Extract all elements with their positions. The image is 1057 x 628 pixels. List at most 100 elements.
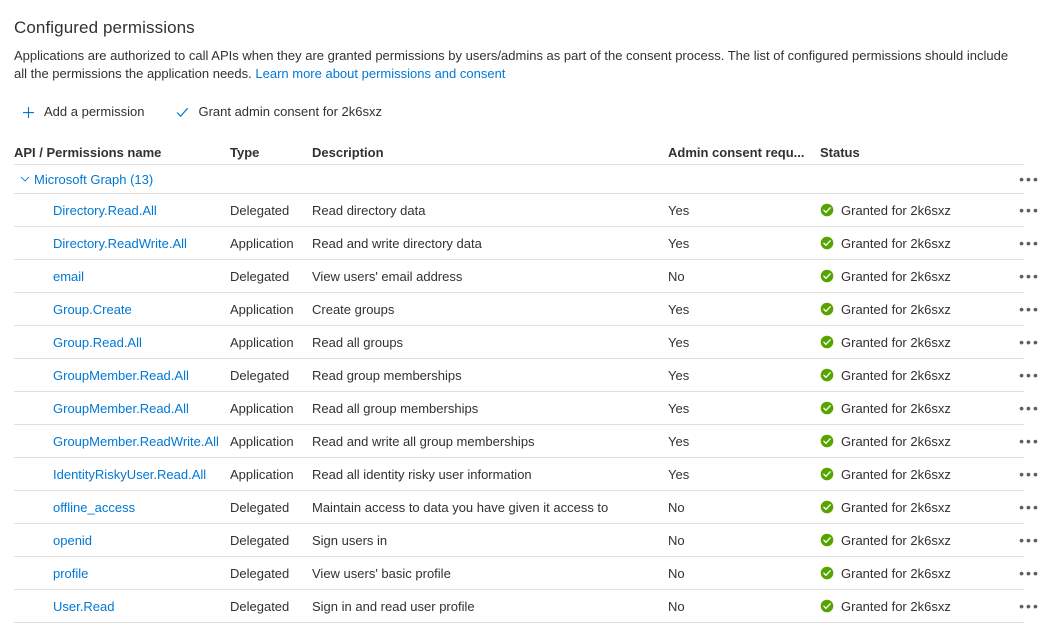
permission-status-label: Granted for 2k6sxz — [841, 334, 951, 350]
table-row[interactable]: profile Delegated View users' basic prof… — [0, 557, 1057, 589]
permission-type: Delegated — [230, 532, 290, 548]
permission-type: Application — [230, 466, 294, 482]
more-options-icon[interactable]: ••• — [1019, 400, 1040, 416]
permission-name-link[interactable]: GroupMember.ReadWrite.All — [53, 433, 219, 449]
permission-description: Read all group memberships — [312, 400, 479, 416]
more-options-icon[interactable]: ••• — [1019, 334, 1040, 350]
more-options-icon[interactable]: ••• — [1019, 466, 1040, 482]
permission-status-label: Granted for 2k6sxz — [841, 499, 951, 515]
more-options-icon[interactable]: ••• — [1019, 202, 1040, 218]
permission-admin-consent: No — [668, 598, 685, 614]
permission-name-link[interactable]: openid — [53, 532, 93, 548]
table-row[interactable]: openid Delegated Sign users in No Grante… — [0, 524, 1057, 556]
more-options-icon[interactable]: ••• — [1019, 433, 1040, 449]
permission-admin-consent: Yes — [668, 235, 690, 251]
more-options-icon[interactable]: ••• — [1019, 171, 1040, 187]
permission-description: Read all identity risky user information — [312, 466, 532, 482]
grant-admin-consent-label: Grant admin consent for 2k6sxz — [198, 104, 382, 119]
permission-admin-consent: Yes — [668, 202, 690, 218]
group-label-microsoft-graph[interactable]: Microsoft Graph (13) — [34, 171, 154, 187]
row-divider — [14, 391, 1024, 392]
row-divider — [14, 193, 1024, 194]
permission-name-link[interactable]: Group.Create — [53, 301, 132, 317]
permission-type: Delegated — [230, 565, 290, 581]
column-header-name: API / Permissions name — [14, 144, 162, 160]
add-permission-label: Add a permission — [44, 104, 145, 119]
permission-type: Delegated — [230, 367, 290, 383]
permission-admin-consent: No — [668, 565, 685, 581]
granted-check-icon — [820, 335, 834, 349]
permissions-table: API / Permissions name Type Description … — [0, 138, 1057, 623]
more-options-icon[interactable]: ••• — [1019, 367, 1040, 383]
more-options-icon[interactable]: ••• — [1019, 235, 1040, 251]
permission-status-label: Granted for 2k6sxz — [841, 235, 951, 251]
table-row[interactable]: GroupMember.Read.All Application Read al… — [0, 392, 1057, 424]
granted-check-icon — [820, 401, 834, 415]
permission-name-link[interactable]: GroupMember.Read.All — [53, 367, 189, 383]
permission-status-label: Granted for 2k6sxz — [841, 367, 951, 383]
grant-admin-consent-button[interactable]: Grant admin consent for 2k6sxz — [170, 100, 386, 124]
page-description-text: Applications are authorized to call APIs… — [14, 48, 1009, 81]
permission-admin-consent: Yes — [668, 367, 690, 383]
permission-name-link[interactable]: Directory.Read.All — [53, 202, 157, 218]
permission-name-link[interactable]: GroupMember.Read.All — [53, 400, 189, 416]
permission-status-label: Granted for 2k6sxz — [841, 433, 951, 449]
table-row[interactable]: Group.Read.All Application Read all grou… — [0, 326, 1057, 358]
column-header-type: Type — [230, 144, 260, 160]
table-row[interactable]: GroupMember.ReadWrite.All Application Re… — [0, 425, 1057, 457]
permission-admin-consent: No — [668, 268, 685, 284]
granted-check-icon — [820, 566, 834, 580]
more-options-icon[interactable]: ••• — [1019, 565, 1040, 581]
permission-status-label: Granted for 2k6sxz — [841, 301, 951, 317]
more-options-icon[interactable]: ••• — [1019, 598, 1040, 614]
table-row[interactable]: offline_access Delegated Maintain access… — [0, 491, 1057, 523]
permission-status-label: Granted for 2k6sxz — [841, 400, 951, 416]
permission-admin-consent: Yes — [668, 301, 690, 317]
table-group-row-microsoft-graph[interactable]: Microsoft Graph (13) ••• — [0, 165, 1057, 193]
permission-description: Read directory data — [312, 202, 426, 218]
permission-name-link[interactable]: IdentityRiskyUser.Read.All — [53, 466, 207, 482]
permission-status-label: Granted for 2k6sxz — [841, 532, 951, 548]
table-row[interactable]: User.Read Delegated Sign in and read use… — [0, 590, 1057, 622]
row-divider — [14, 358, 1024, 359]
permission-admin-consent: Yes — [668, 466, 690, 482]
add-permission-button[interactable]: Add a permission — [16, 100, 148, 124]
table-row[interactable]: Group.Create Application Create groups Y… — [0, 293, 1057, 325]
table-row[interactable]: IdentityRiskyUser.Read.All Application R… — [0, 458, 1057, 490]
column-header-description: Description — [312, 144, 384, 160]
chevron-down-icon[interactable] — [18, 172, 32, 186]
page-description: Applications are authorized to call APIs… — [0, 38, 1057, 83]
learn-more-link[interactable]: Learn more about permissions and consent — [255, 66, 506, 81]
permission-description: Maintain access to data you have given i… — [312, 499, 609, 515]
permission-name-link[interactable]: offline_access — [53, 499, 136, 515]
permission-type: Application — [230, 334, 294, 350]
permission-description: Read and write directory data — [312, 235, 482, 251]
table-row[interactable]: GroupMember.Read.All Delegated Read grou… — [0, 359, 1057, 391]
permission-name-link[interactable]: Group.Read.All — [53, 334, 142, 350]
column-header-status: Status — [820, 144, 860, 160]
permission-description: View users' email address — [312, 268, 463, 284]
more-options-icon[interactable]: ••• — [1019, 301, 1040, 317]
permission-admin-consent: Yes — [668, 433, 690, 449]
permission-status-label: Granted for 2k6sxz — [841, 565, 951, 581]
row-divider — [14, 325, 1024, 326]
row-divider — [14, 589, 1024, 590]
permission-name-link[interactable]: profile — [53, 565, 89, 581]
table-row[interactable]: Directory.Read.All Delegated Read direct… — [0, 194, 1057, 226]
table-row[interactable]: email Delegated View users' email addres… — [0, 260, 1057, 292]
permission-name-link[interactable]: email — [53, 268, 85, 284]
granted-check-icon — [820, 269, 834, 283]
permission-name-link[interactable]: Directory.ReadWrite.All — [53, 235, 187, 251]
header-divider — [14, 164, 1024, 165]
granted-check-icon — [820, 434, 834, 448]
permission-admin-consent: Yes — [668, 400, 690, 416]
permission-name-link[interactable]: User.Read — [53, 598, 115, 614]
more-options-icon[interactable]: ••• — [1019, 268, 1040, 284]
more-options-icon[interactable]: ••• — [1019, 499, 1040, 515]
table-row[interactable]: Directory.ReadWrite.All Application Read… — [0, 227, 1057, 259]
more-options-icon[interactable]: ••• — [1019, 532, 1040, 548]
permission-description: View users' basic profile — [312, 565, 451, 581]
granted-check-icon — [820, 599, 834, 613]
permission-type: Delegated — [230, 202, 290, 218]
table-body: Directory.Read.All Delegated Read direct… — [0, 193, 1057, 623]
